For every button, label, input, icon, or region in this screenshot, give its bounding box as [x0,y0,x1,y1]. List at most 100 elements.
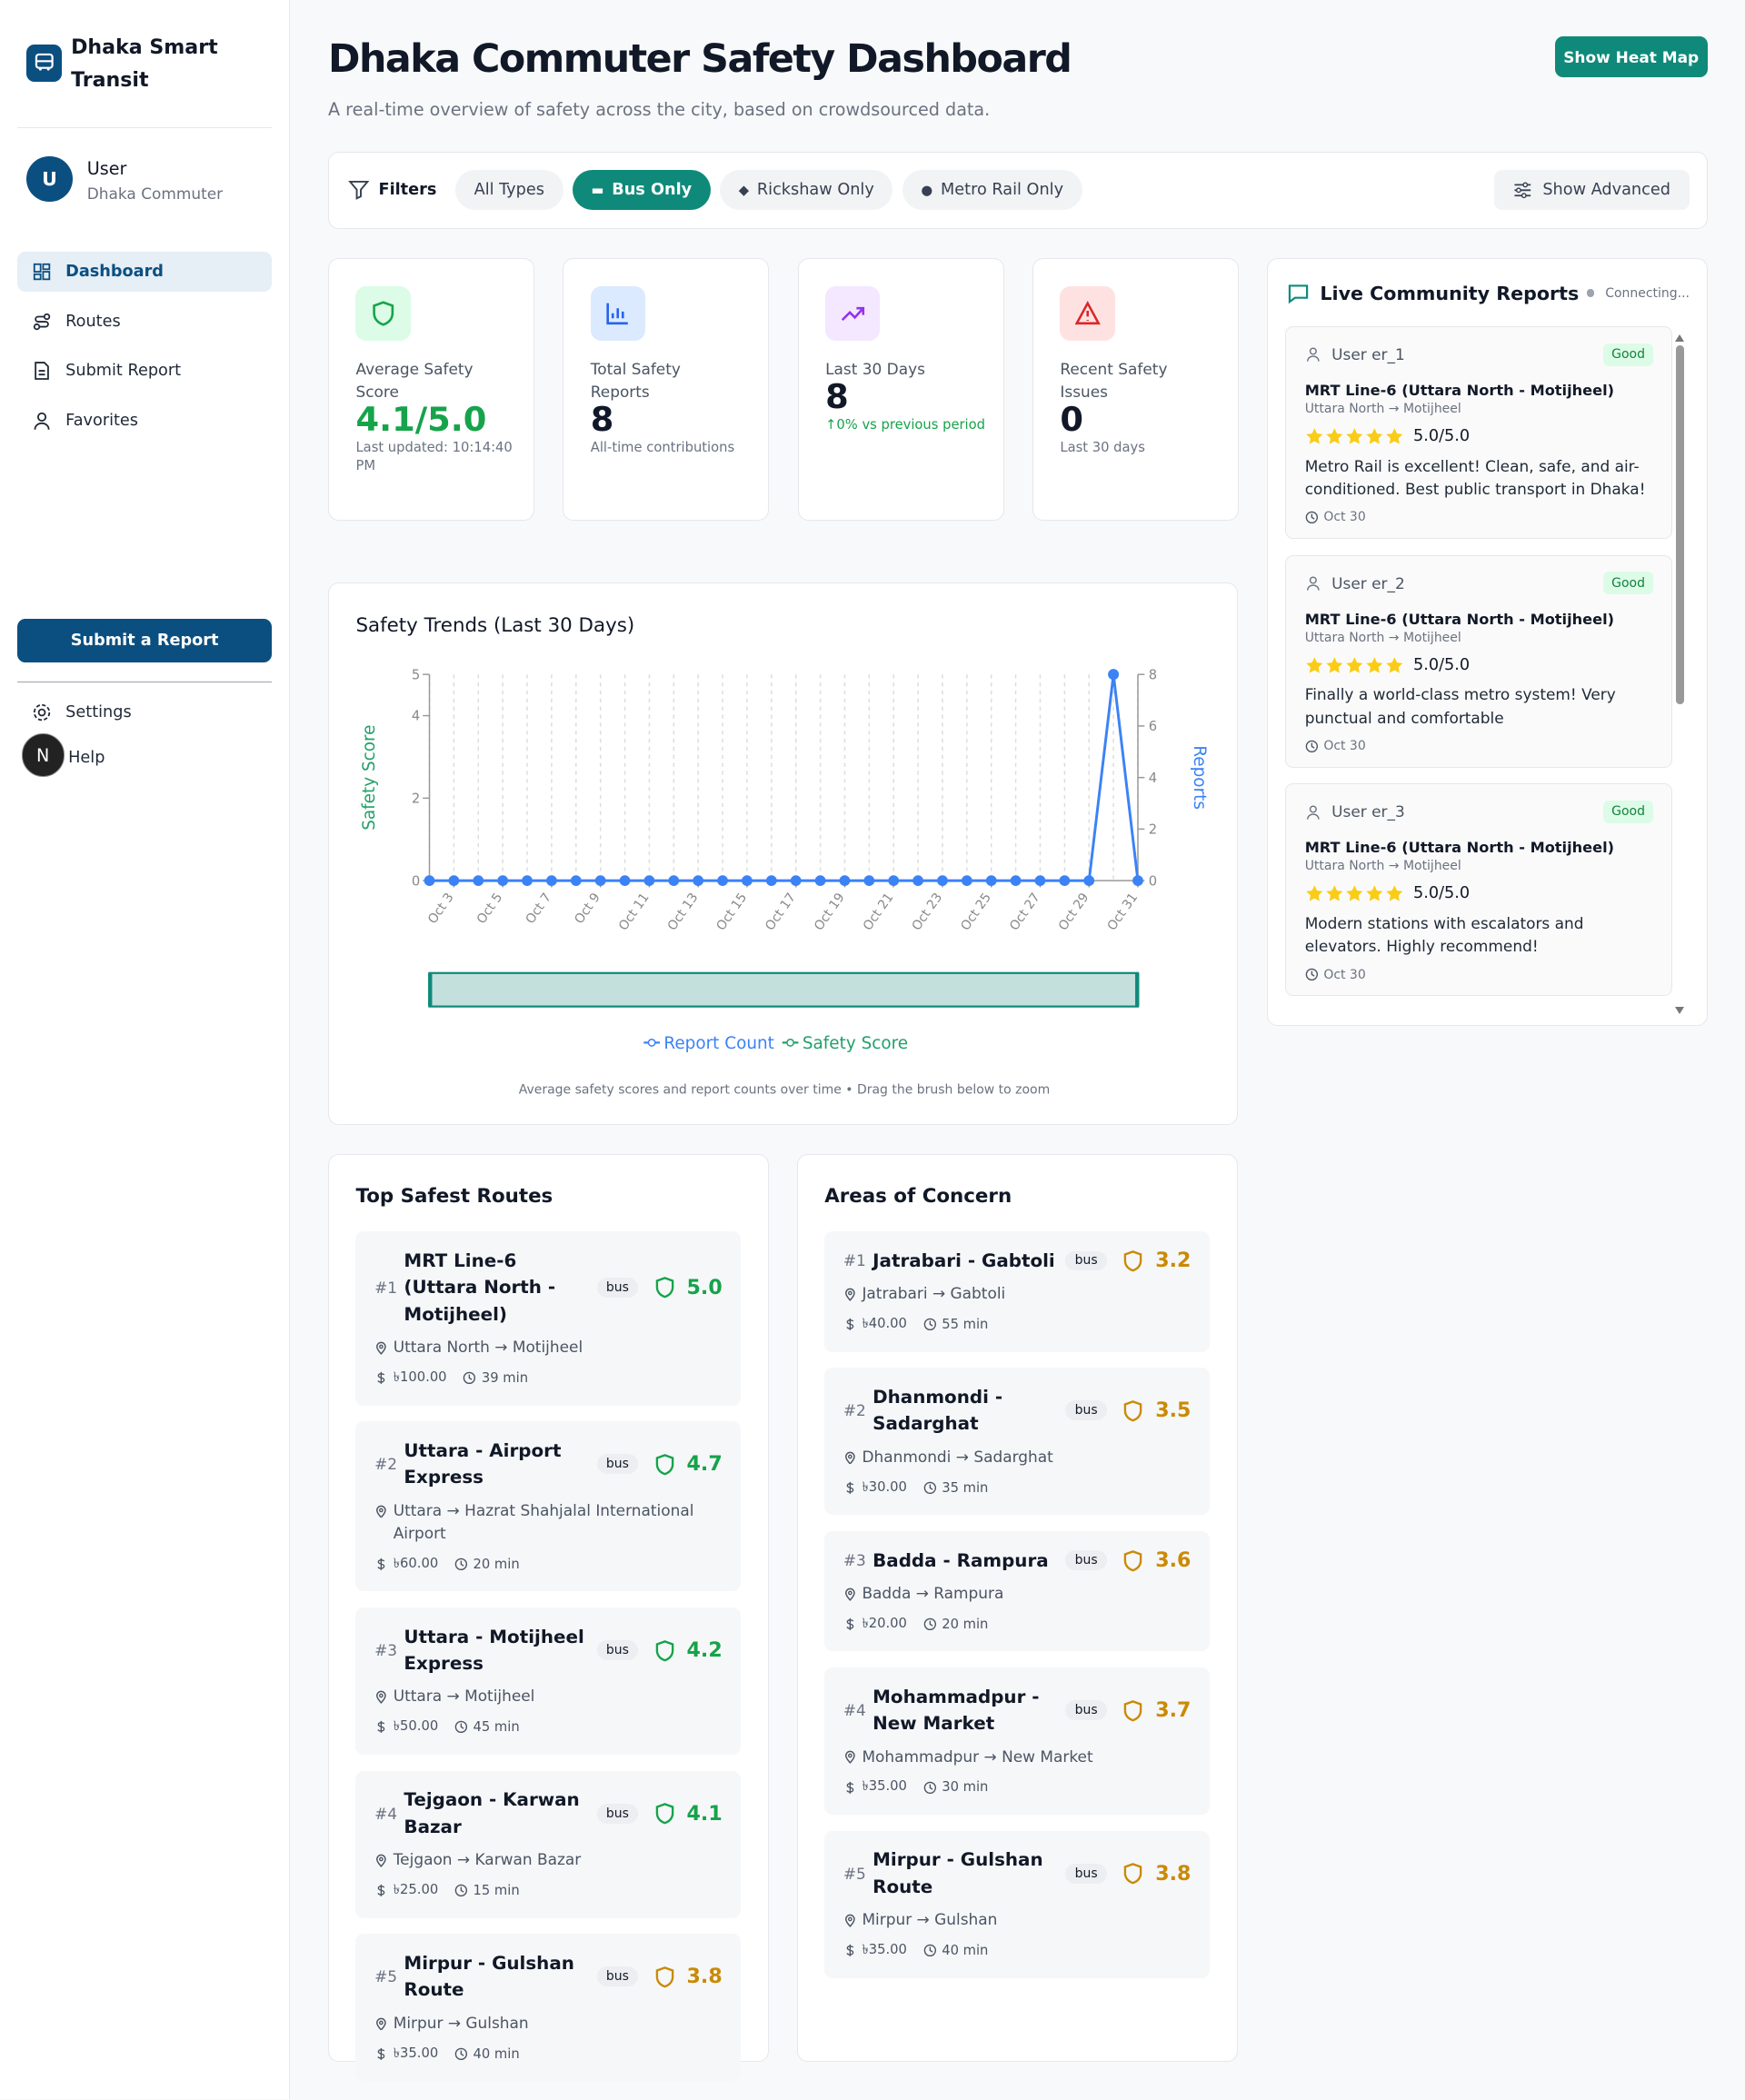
advanced-label: Show Advanced [1542,181,1670,200]
data-point [448,875,460,886]
route-item[interactable]: #1 MRT Line-6 (Uttara North - Motijheel) b… [355,1231,742,1406]
nav-item[interactable]: Help [17,738,272,778]
data-point [693,875,704,886]
data-point [1083,875,1095,886]
fare-text: ৳25.00 [393,1881,439,1897]
nav-item[interactable]: Submit Report [17,351,272,391]
nav-item[interactable]: Favorites [17,401,272,441]
score-text: 3.8 [686,1965,723,1989]
x-tick-label: Oct 15 [713,891,750,933]
route-path: Dhanmondi → Sadarghat [843,1446,1192,1468]
route-item[interactable]: #3 Uttara - Motijheel Express bus 4.2 Uttara… [355,1607,742,1755]
stat-note: ↑0% vs previous period [825,416,985,433]
x-tick-label: Oct 11 [616,891,653,933]
filter-label: Filters [378,181,437,200]
stat-icon [825,285,881,342]
stat-value: 8 [590,399,614,439]
y2-tick-label: 4 [1149,771,1157,786]
nav-item[interactable]: Routes [17,302,272,342]
stat-label: Average Safety Score [355,360,474,402]
route-score: 3.7 [1122,1698,1191,1722]
fare-text: ৳100.00 [393,1368,447,1385]
data-point [522,875,533,886]
route-top: #5 Mirpur - Gulshan Route bus 3.8 [374,1950,723,2004]
x-tick-label: Oct 31 [1105,891,1142,933]
icon [1306,347,1320,362]
route-item[interactable]: #4 Tejgaon - Karwan Bazar bus 4.1 Tejgaon → … [355,1770,742,1918]
route-item[interactable]: #5 Mirpur - Gulshan Route bus 3.8 Mirpur → G… [824,1830,1211,1978]
filter-chip[interactable]: ● Metro Rail Only [902,170,1082,211]
x-tick-label: Oct 13 [665,891,702,933]
time-text: 20 min [473,1556,520,1572]
data-point [497,875,509,886]
route-name: Mohammadpur - New Market [872,1686,1040,1735]
stat-note: All-time contributions [590,439,735,455]
route-item[interactable]: #3 Badda - Rampura bus 3.6 Badda → Rampura ৳2… [824,1530,1211,1652]
route-item[interactable]: #1 Jatrabari - Gabtoli bus 3.2 Jatrabari → G… [824,1231,1211,1352]
icon [1305,511,1318,523]
nav-label: Submit Report [65,362,182,381]
badge[interactable]: N [21,733,65,777]
report-user: User er_3 Good [1305,800,1653,823]
report-user: User er_1 Good [1305,343,1653,366]
route-item[interactable]: #2 Dhanmondi - Sadarghat bus 3.5 Dhanmondi →… [824,1368,1211,1516]
icon [1124,1399,1142,1422]
score-text: 3.8 [1155,1861,1192,1886]
fare-text: ৳35.00 [862,1942,907,1958]
score-text: 4.2 [686,1638,723,1663]
x-tick-label: Oct 9 [572,891,603,927]
icon [373,301,394,326]
route-fare: ৳40.00 55 min [843,1313,1192,1336]
stat-card: Recent Safety Issues 0 Last 30 days [1032,258,1239,522]
filter-chip[interactable]: ▬ Bus Only [572,170,711,211]
live-panel: Live Community Reports Connecting... Use… [1266,258,1708,1026]
stat-card: Last 30 Days 8 ↑0% vs previous period [797,258,1004,522]
nav-label: Dashboard [65,263,164,282]
icon [377,2047,385,2060]
icon [1124,1699,1142,1722]
route-path: Mirpur → Gulshan [374,2012,723,2035]
route-name: MRT Line-6 (Uttara North - Motijheel) [404,1249,556,1325]
stat-body: Last 30 Days 8 ↑0% vs previous period [825,358,985,434]
route-top: #1 MRT Line-6 (Uttara North - Motijheel) b… [374,1248,723,1328]
filter-chip[interactable]: All Types [454,170,563,211]
icon [1305,656,1323,673]
route-item[interactable]: #2 Uttara - Airport Express bus 4.7 Uttara →… [355,1421,742,1592]
icon [454,1721,467,1734]
nav-item[interactable]: Dashboard [17,252,273,293]
chip-label: Bus Only [612,181,693,200]
icon [34,263,51,281]
fare-text: ৳20.00 [862,1615,907,1631]
rating-text: 5.0/5.0 [1412,427,1471,446]
data-point [1034,875,1046,886]
advanced-button[interactable]: Show Advanced [1494,170,1690,211]
time-text: 30 min [942,1779,989,1796]
heat-map-button[interactable]: Show Heat Map [1554,35,1708,78]
report-rating: 5.0/5.0 [1305,884,1653,903]
route-top: #4 Tejgaon - Karwan Bazar bus 4.1 [374,1786,723,1840]
brush-handle [1135,972,1140,1007]
score-text: 4.7 [686,1452,723,1477]
icon [1326,656,1343,673]
icon [1124,1250,1142,1272]
route-score: 3.5 [1122,1398,1191,1422]
route-score: 4.1 [653,1802,723,1826]
route-item[interactable]: #5 Mirpur - Gulshan Route bus 3.8 Mirpur → G… [355,1934,742,2082]
route-path: Jatrabari → Gabtoli [843,1282,1192,1305]
fare-text: ৳35.00 [862,1778,907,1795]
submit-button[interactable]: Submit a Report [17,618,273,663]
stat-body: Average Safety Score 4.1/5.0 Last updated:… [355,358,512,476]
y-tick-label: 0 [412,873,420,889]
scrollbar[interactable] [1674,333,1685,1016]
brush-handle [428,972,433,1007]
data-point [546,875,557,886]
route-rank: #5 [843,1864,866,1883]
icon [377,1371,385,1384]
filter-chip[interactable]: ◆ Rickshaw Only [720,170,893,211]
route-item[interactable]: #4 Mohammadpur - New Market bus 3.7 Mohammad… [824,1667,1211,1816]
report-badge: Good [1603,800,1653,823]
nav-item[interactable]: Settings [17,692,272,732]
icon [1366,885,1383,901]
route-fare: ৳100.00 39 min [374,1367,723,1389]
avatar: U [26,156,73,203]
